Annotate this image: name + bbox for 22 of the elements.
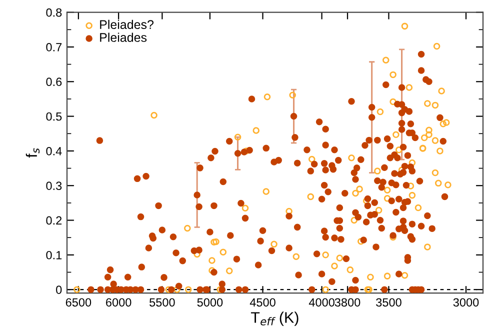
x-tick-label: 3500 [376, 298, 402, 307]
x-axis-title: T$_{eff}$ (K) [250, 312, 298, 326]
x-tick-label: 6500 [66, 298, 92, 307]
y-tick-label: 0.4 [46, 146, 62, 156]
y-tick-label: 0.5 [46, 112, 62, 121]
x-tick-label: 5000 [197, 298, 223, 307]
y-tick-label: 0.6 [46, 78, 62, 86]
y-tick-label: 0.8 [46, 8, 62, 17]
legend-label: Pleiades? [100, 20, 154, 30]
y-axis-title: f$_{s}$ [26, 148, 40, 158]
x-tick-label: 4000 [308, 298, 334, 307]
y-tick-label: 0 [56, 286, 62, 294]
y-tick-label: 0.2 [46, 216, 62, 225]
legend-label: Pleiades [100, 32, 147, 42]
x-tick-label: 3800 [334, 298, 360, 307]
y-tick-label: 0.1 [46, 250, 62, 260]
x-tick-label: 5500 [150, 298, 175, 307]
y-tick-label: 0.3 [46, 182, 62, 190]
x-tick-label: 4500 [250, 298, 276, 307]
x-tick-label: 3000 [453, 298, 479, 307]
x-tick-label: 6000 [106, 298, 132, 307]
y-tick-label: 0.7 [46, 43, 62, 52]
